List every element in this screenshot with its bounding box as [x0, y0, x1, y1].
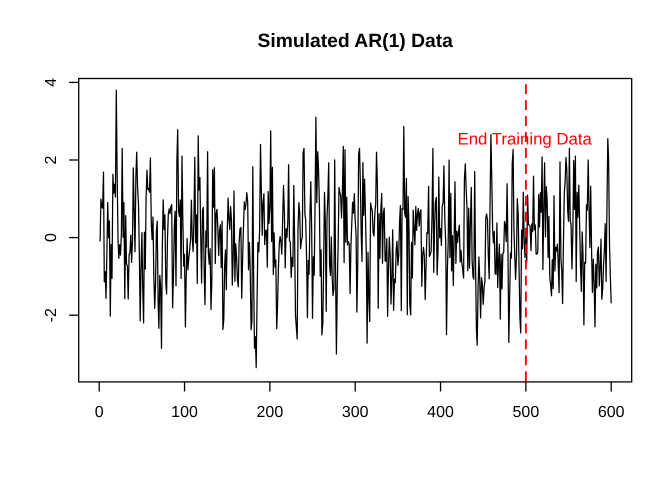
- svg-text:0: 0: [43, 233, 60, 242]
- svg-text:400: 400: [427, 404, 454, 421]
- svg-text:Simulated AR(1) Data: Simulated AR(1) Data: [258, 31, 454, 52]
- svg-text:2: 2: [43, 155, 60, 164]
- svg-text:300: 300: [342, 404, 369, 421]
- svg-text:100: 100: [171, 404, 198, 421]
- svg-text:-2: -2: [43, 308, 60, 322]
- svg-text:End Training Data: End Training Data: [458, 129, 593, 148]
- svg-text:500: 500: [513, 404, 540, 421]
- svg-text:0: 0: [95, 404, 104, 421]
- svg-text:200: 200: [257, 404, 284, 421]
- svg-text:600: 600: [598, 404, 625, 421]
- svg-text:4: 4: [43, 78, 60, 87]
